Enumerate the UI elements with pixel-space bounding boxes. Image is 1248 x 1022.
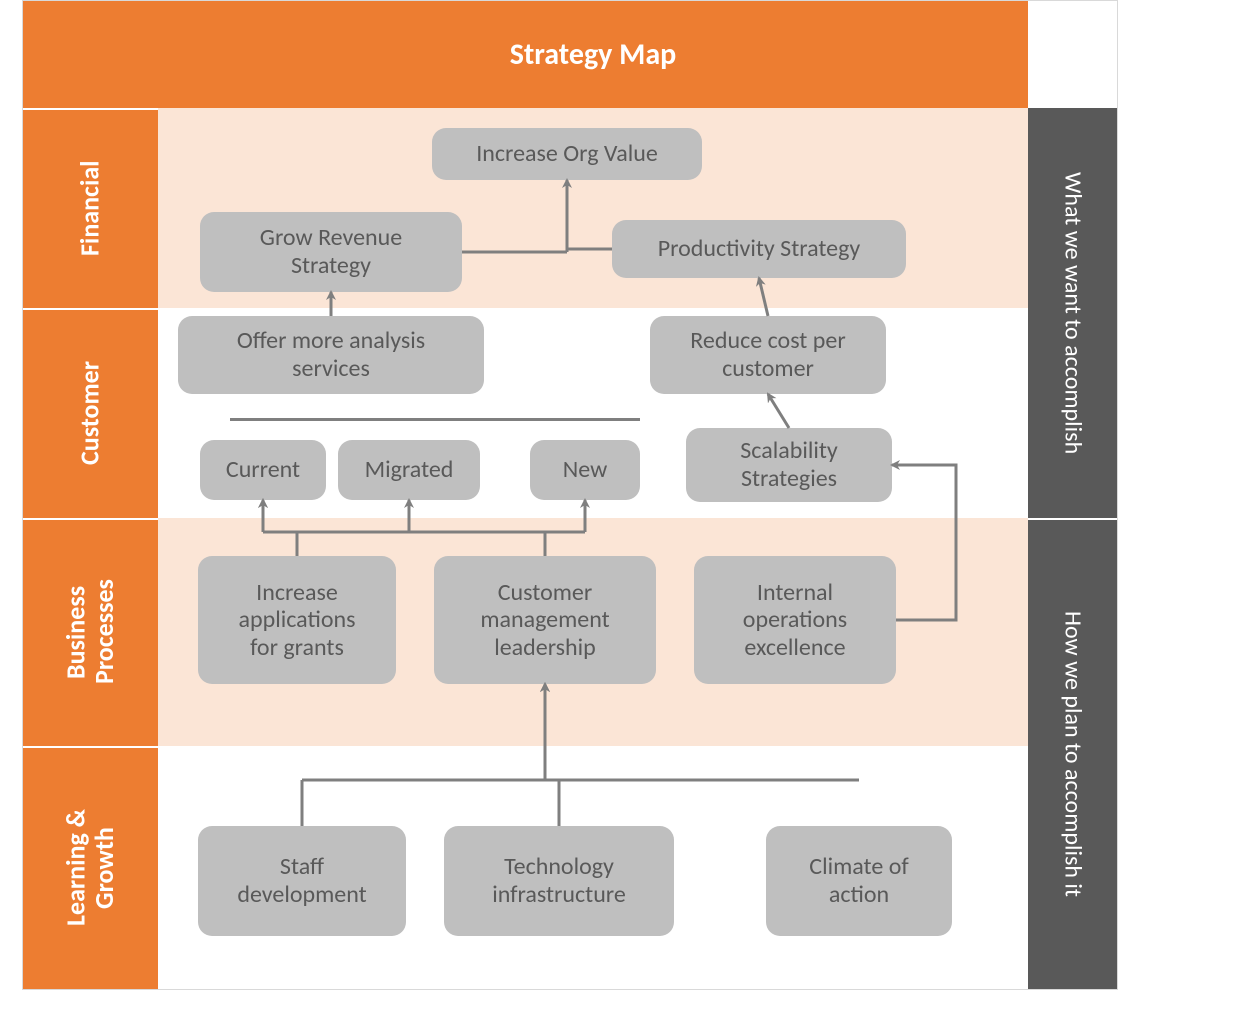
customer-divider-line xyxy=(230,418,640,421)
node-growRev: Grow Revenue Strategy xyxy=(200,212,462,292)
right-panel-label-1: How we plan to accomplish it xyxy=(1028,518,1118,990)
left-header-cell xyxy=(22,0,158,108)
node-intOps: Internal operations excellence xyxy=(694,556,896,684)
title-text: Strategy Map xyxy=(158,0,1028,108)
node-reduce: Reduce cost per customer xyxy=(650,316,886,394)
node-incOrg: Increase Org Value xyxy=(432,128,702,180)
row-label-business: Business Processes xyxy=(22,518,158,746)
row-label-customer: Customer xyxy=(22,308,158,518)
node-offer: Offer more analysis services xyxy=(178,316,484,394)
strategy-map-canvas: Strategy Map FinancialCustomerBusiness P… xyxy=(0,0,1248,1022)
node-new: New xyxy=(530,440,640,500)
node-custMgmt: Customer management leadership xyxy=(434,556,656,684)
node-prodStr: Productivity Strategy xyxy=(612,220,906,278)
node-migrated: Migrated xyxy=(338,440,480,500)
row-label-learning: Learning & Growth xyxy=(22,746,158,990)
node-staff: Staff development xyxy=(198,826,406,936)
node-incApps: Increase applications for grants xyxy=(198,556,396,684)
row-label-financial: Financial xyxy=(22,108,158,308)
node-tech: Technology infrastructure xyxy=(444,826,674,936)
right-panel-label-0: What we want to accomplish xyxy=(1028,108,1118,518)
node-current: Current xyxy=(200,440,326,500)
node-scal: Scalability Strategies xyxy=(686,428,892,502)
node-climate: Climate of action xyxy=(766,826,952,936)
